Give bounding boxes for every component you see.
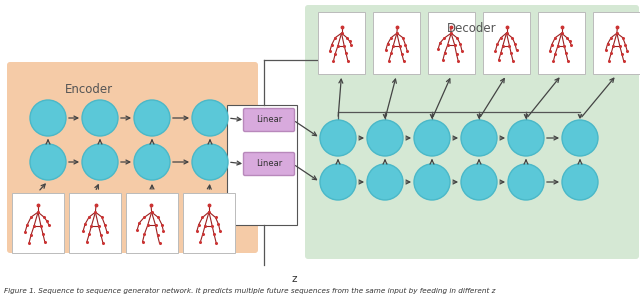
FancyBboxPatch shape [243, 108, 294, 131]
Ellipse shape [30, 100, 66, 136]
Ellipse shape [461, 164, 497, 200]
Bar [183, 193, 235, 253]
Ellipse shape [414, 164, 450, 200]
Ellipse shape [562, 164, 598, 200]
Text: Encoder: Encoder [65, 83, 113, 96]
Ellipse shape [134, 144, 170, 180]
Bar [373, 12, 420, 74]
Ellipse shape [192, 100, 228, 136]
Bar [227, 105, 297, 225]
Bar [12, 193, 64, 253]
Ellipse shape [367, 120, 403, 156]
Ellipse shape [508, 164, 544, 200]
Ellipse shape [508, 120, 544, 156]
Text: Decoder: Decoder [447, 22, 497, 35]
Bar [593, 12, 640, 74]
Ellipse shape [320, 164, 356, 200]
Bar [69, 193, 121, 253]
Ellipse shape [414, 120, 450, 156]
Ellipse shape [562, 120, 598, 156]
Bar [126, 193, 178, 253]
Ellipse shape [320, 120, 356, 156]
Bar [483, 12, 530, 74]
Text: Linear: Linear [256, 159, 282, 168]
Bar [538, 12, 585, 74]
Ellipse shape [30, 144, 66, 180]
Ellipse shape [82, 144, 118, 180]
Text: z: z [291, 274, 297, 284]
FancyBboxPatch shape [243, 153, 294, 176]
Ellipse shape [367, 164, 403, 200]
Text: Linear: Linear [256, 116, 282, 125]
Ellipse shape [82, 100, 118, 136]
Ellipse shape [192, 144, 228, 180]
Bar [318, 12, 365, 74]
Bar [428, 12, 475, 74]
Ellipse shape [461, 120, 497, 156]
FancyBboxPatch shape [305, 5, 639, 259]
Ellipse shape [134, 100, 170, 136]
FancyBboxPatch shape [7, 62, 258, 253]
Text: Figure 1. Sequence to sequence generator network. It predicts multiple future se: Figure 1. Sequence to sequence generator… [4, 288, 495, 294]
